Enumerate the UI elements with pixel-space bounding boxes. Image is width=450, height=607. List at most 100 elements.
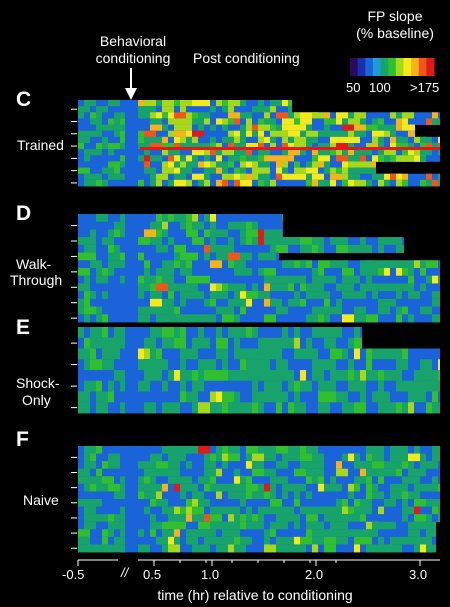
heatmap-cell: [348, 143, 354, 150]
heatmap-cell: [114, 521, 120, 530]
heatmap-cell: [372, 521, 378, 530]
heatmap-cell: [330, 476, 336, 485]
heatmap-cell: [258, 130, 264, 138]
heatmap-cell: [294, 118, 300, 125]
heatmap-cell: [378, 179, 384, 187]
heatmap-cell: [222, 453, 228, 462]
colorbar-segment: [350, 58, 359, 76]
group-label-only: Only: [22, 392, 51, 408]
heatmap-cell: [228, 283, 234, 292]
heatmap-cell: [210, 298, 216, 307]
heatmap-cell: [78, 529, 90, 538]
colorbar-segment: [418, 58, 427, 76]
heatmap-cell: [120, 124, 126, 132]
heatmap-cell: [372, 283, 384, 292]
heatmap-cell: [198, 499, 210, 507]
heatmap-cell: [204, 252, 210, 261]
heatmap-cell: [306, 514, 318, 523]
heatmap-cell: [336, 468, 348, 477]
heatmap-cell: [252, 468, 264, 477]
heatmap-cell: [438, 118, 440, 125]
heatmap-cell: [378, 130, 384, 138]
heatmap-cell: [378, 536, 384, 545]
heatmap-row: [78, 298, 440, 307]
heatmap-cell: [270, 380, 282, 392]
heatmap-cell: [156, 499, 168, 507]
heatmap-cell: [180, 453, 186, 462]
heatmap-cell: [258, 337, 264, 349]
heatmap-row: [78, 314, 440, 323]
heatmap-cell: [180, 106, 186, 113]
heatmap-cell: [324, 112, 330, 119]
heatmap-cell: [210, 314, 216, 323]
heatmap-cell: [312, 544, 318, 553]
heatmap-cell: [246, 483, 258, 492]
x-axis-label: time (hr) relative to conditioning: [157, 587, 353, 603]
x-tick-label-2.0: 2.0: [305, 567, 324, 582]
heatmap-cell: [216, 327, 222, 339]
heatmap-cell: [366, 268, 372, 277]
heatmap-cell: [306, 337, 312, 349]
heatmap-cell: [174, 446, 186, 454]
heatmap-cell: [324, 483, 330, 492]
heatmap-cell: [294, 143, 306, 150]
heatmap-cell: [150, 118, 156, 125]
heatmap-cell: [300, 118, 312, 125]
colorbar-segment: [395, 58, 404, 76]
heatmap-cell: [384, 268, 390, 277]
heatmap-cell: [360, 155, 366, 162]
panel-letter-e: E: [16, 316, 31, 339]
heatmap-cell: [84, 244, 96, 253]
heatmap-cell: [264, 106, 270, 113]
heatmap-cell: [264, 536, 270, 545]
heatmap-cell: [156, 491, 162, 500]
heatmap-cell: [150, 529, 156, 538]
heatmap-cell: [408, 453, 420, 462]
heatmap-cell: [294, 348, 300, 360]
heatmap-cell: [96, 514, 108, 523]
heatmap-cell: [198, 275, 210, 284]
heatmap-cell: [78, 136, 84, 144]
heatmap-cell: [420, 468, 426, 477]
heatmap-cell: [102, 237, 114, 246]
heatmap-cell: [120, 327, 126, 339]
heatmap-cell: [402, 173, 408, 181]
heatmap-cell: [378, 506, 384, 515]
heatmap-cell: [234, 143, 246, 150]
heatmap-cell: [438, 453, 440, 462]
heatmap-cell: [120, 260, 126, 269]
heatmap-cell: [234, 100, 240, 107]
heatmap-cell: [252, 380, 258, 392]
heatmap-cell: [252, 391, 264, 403]
heatmap-cell: [336, 237, 348, 246]
heatmap-cell: [246, 130, 252, 138]
heatmap-cell: [84, 173, 90, 181]
heatmap-cell: [264, 337, 270, 349]
heatmap-cell: [360, 283, 372, 292]
heatmap-cell: [216, 370, 228, 382]
heatmap-cell: [180, 298, 186, 307]
heatmap-cell: [360, 529, 366, 538]
heatmap-cell: [90, 291, 96, 300]
heatmap-cell: [240, 268, 252, 277]
heatmap-cell: [192, 283, 198, 292]
heatmap-cell: [264, 453, 276, 462]
heatmap-cell: [264, 370, 270, 382]
heatmap-cell: [246, 370, 258, 382]
heatmap-cell: [168, 536, 174, 545]
heatmap-cell: [246, 291, 252, 300]
heatmap-cell: [108, 391, 114, 403]
heatmap-cell: [324, 143, 330, 150]
heatmap-cell: [342, 124, 354, 132]
heatmap-cell: [144, 229, 156, 238]
heatmap-cell: [354, 453, 360, 462]
heatmap-cell: [108, 100, 120, 107]
heatmap-cell: [390, 453, 402, 462]
heatmap-cell: [174, 402, 180, 414]
heatmap-cell: [96, 483, 102, 492]
heatmap-cell: [372, 268, 378, 277]
heatmap-cell: [408, 402, 414, 414]
heatmap-cell: [216, 229, 222, 238]
heatmap-cell: [324, 306, 330, 315]
heatmap-cell: [156, 173, 168, 181]
